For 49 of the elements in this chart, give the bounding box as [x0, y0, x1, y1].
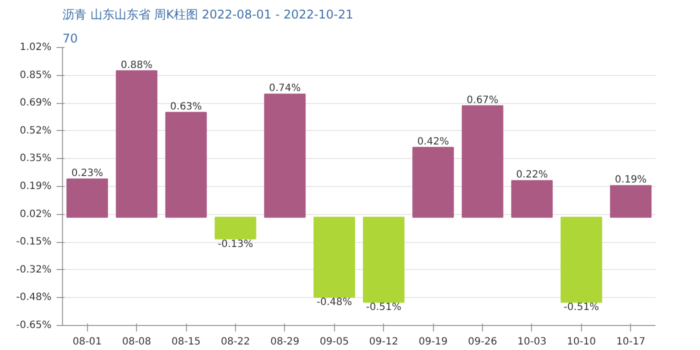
x-tick-label: 08-22: [220, 336, 250, 348]
data-label: -0.51%: [366, 302, 402, 314]
chart-subtitle: 70: [62, 32, 78, 46]
bar: [610, 185, 652, 218]
y-tick-label: -0.15%: [16, 236, 52, 248]
data-label: 0.42%: [417, 136, 450, 148]
x-tick-label: 08-08: [122, 336, 152, 348]
bar: [116, 70, 158, 218]
x-tick-label: 09-19: [418, 336, 448, 348]
y-tick-label: 1.02%: [20, 42, 52, 53]
y-tick-label: 0.69%: [20, 98, 52, 109]
bar: [314, 216, 356, 298]
y-tick-label: 0.85%: [20, 70, 52, 81]
bar: [412, 146, 454, 218]
bar: [66, 178, 108, 218]
x-tick-label: 09-05: [320, 336, 349, 348]
y-tick-label: 0.52%: [20, 125, 52, 136]
bar: [165, 112, 207, 218]
x-tick-label: 10-17: [616, 336, 646, 348]
bar: [560, 216, 602, 303]
y-tick-label: -0.65%: [16, 320, 52, 331]
data-label: -0.13%: [218, 238, 254, 250]
data-label: 0.88%: [120, 60, 153, 71]
y-tick-label: -0.48%: [16, 292, 52, 304]
bar: [462, 105, 504, 218]
y-tick-label: 0.02%: [20, 208, 52, 220]
x-tick-label: 08-01: [72, 336, 102, 348]
x-tick-label: 08-15: [172, 336, 201, 348]
x-tick-label: 08-29: [270, 336, 300, 348]
x-tick-label: 09-12: [369, 336, 398, 348]
data-label: -0.51%: [564, 302, 600, 314]
data-label: 0.74%: [268, 83, 301, 94]
bar: [264, 94, 306, 218]
data-label: -0.48%: [316, 297, 352, 308]
data-label: 0.63%: [170, 101, 202, 112]
bar: [362, 216, 404, 303]
x-tick-label: 10-03: [517, 336, 546, 348]
data-label: 0.67%: [466, 94, 498, 106]
y-tick-label: 0.19%: [20, 181, 52, 192]
bar: [511, 180, 553, 218]
y-tick-label: 0.35%: [20, 153, 52, 164]
data-label: 0.23%: [71, 168, 104, 180]
data-label: 0.22%: [516, 170, 548, 181]
bar: [214, 216, 256, 240]
x-tick-label: 09-26: [468, 336, 498, 348]
y-tick-label: -0.32%: [16, 264, 52, 276]
x-tick-label: 10-10: [566, 336, 596, 348]
data-label: 0.19%: [614, 174, 647, 186]
chart-title: 沥青 山东山东省 周K柱图 2022-08-01 - 2022-10-21: [62, 8, 354, 22]
